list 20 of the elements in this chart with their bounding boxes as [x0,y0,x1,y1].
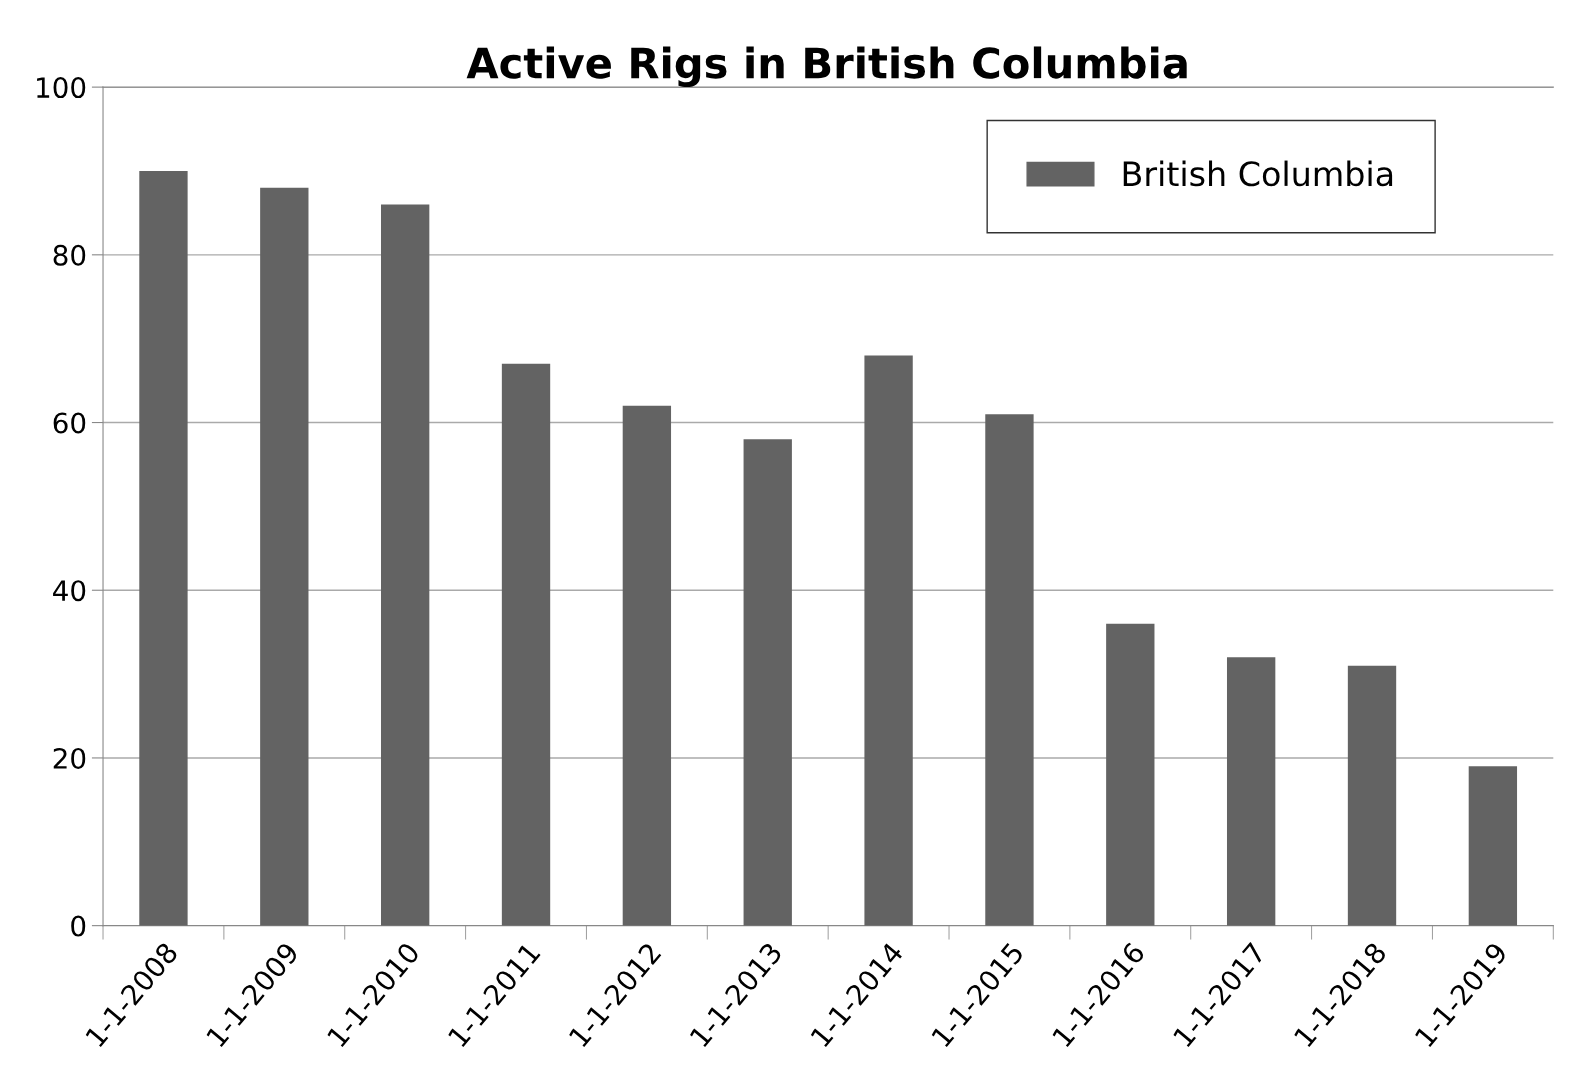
y-tick-label: 20 [53,747,86,769]
bar [1106,623,1155,926]
chart-title: Active Rigs in British Columbia [466,46,1187,88]
bar [501,363,551,926]
bar [622,405,672,926]
y-tick-label: 40 [53,580,86,602]
bar [1347,665,1397,926]
y-tick-label: 0 [71,915,86,937]
bar [864,355,913,926]
y-tick-label: 60 [53,412,86,434]
bar [1468,766,1518,926]
y-tick-label: 80 [53,244,86,266]
bar [139,170,188,926]
legend-label: British Columbia [1123,160,1393,187]
bar [1226,657,1276,926]
bar [985,414,1034,926]
bar [380,204,430,926]
bar [743,439,792,926]
bar [260,187,309,926]
y-tick-label: 100 [37,77,86,99]
